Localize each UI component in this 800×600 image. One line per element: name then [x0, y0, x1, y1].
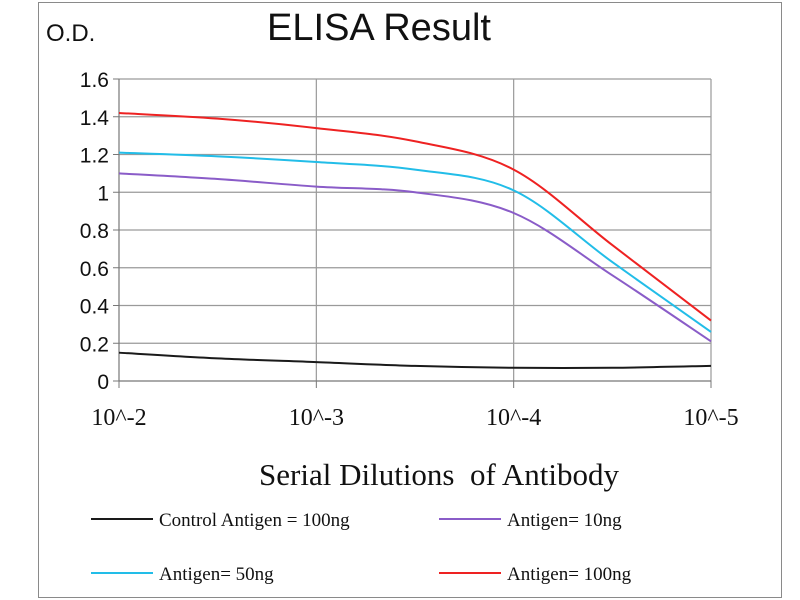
legend-label: Antigen= 100ng	[507, 564, 632, 585]
y-tick-label: 0.4	[80, 296, 110, 319]
elisa-chart: 0 0.2 0.4 0.6 0.8 1 1.2 1.4 1.6 10^-2 10^-3 10^-4 10…	[46, 7, 739, 585]
series-line-3	[118, 111, 712, 322]
y-tick-label: 1	[97, 182, 109, 205]
y-tick-label: 0	[97, 371, 109, 394]
series-line-1	[118, 172, 712, 343]
chart-frame: 0 0.2 0.4 0.6 0.8 1 1.2 1.4 1.6 10^-2 10^-3 10^-4 10…	[38, 2, 782, 598]
series-line-2	[118, 151, 712, 333]
x-tick-label: 10^-2	[91, 405, 146, 431]
y-tick-label: 0.6	[80, 258, 109, 281]
legend-label: Antigen= 10ng	[507, 510, 622, 531]
x-tick-label: 10^-5	[683, 405, 738, 431]
y-tick-label: 0.8	[80, 220, 109, 243]
legend: Control Antigen = 100ng Antigen= 10ng Anti…	[91, 510, 632, 585]
legend-label: Antigen= 50ng	[159, 564, 274, 585]
x-tick-label: 10^-4	[486, 405, 541, 431]
axes: 0 0.2 0.4 0.6 0.8 1 1.2 1.4 1.6 10^-2 10^-3 10^-4 10…	[80, 69, 739, 431]
y-tick-label: 1.2	[80, 145, 109, 168]
x-tick-label: 10^-3	[289, 405, 344, 431]
y-axis-label: O.D.	[46, 20, 95, 47]
legend-label: Control Antigen = 100ng	[159, 510, 350, 531]
series-lines	[118, 111, 712, 370]
y-tick-label: 0.2	[80, 333, 109, 356]
y-tick-label: 1.6	[80, 69, 109, 92]
y-tick-label: 1.4	[80, 107, 110, 130]
x-axis-label: Serial Dilutions of Antibody	[259, 457, 619, 492]
chart-title: ELISA Result	[267, 7, 491, 49]
grid	[119, 78, 712, 381]
series-line-0	[118, 351, 712, 370]
